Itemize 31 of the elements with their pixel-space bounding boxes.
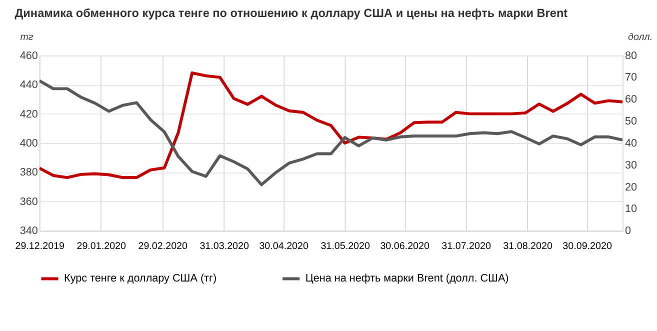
x-tick-label: 31.08.2020 <box>503 240 553 252</box>
y2-axis-title: долл. <box>628 32 653 44</box>
y-tick-label: 420 <box>20 108 38 120</box>
y2-tick-label: 60 <box>624 94 638 106</box>
y2-tick-label: 20 <box>624 181 638 194</box>
x-tick-label: 30.04.2020 <box>259 240 310 252</box>
y2-tick-label: 0 <box>624 225 632 238</box>
y2-tick-label: 80 <box>624 50 638 62</box>
x-tick-label: 31.05.2020 <box>320 240 370 252</box>
x-tick-label: 29.01.2020 <box>76 240 127 252</box>
y-tick-label: 460 <box>20 50 38 62</box>
y-tick-label: 400 <box>20 137 38 150</box>
x-tick-label: 29.12.2019 <box>15 240 66 252</box>
legend-label: Курс тенге к доллару США (тг) <box>64 272 217 285</box>
y-tick-label: 380 <box>20 166 38 179</box>
y2-tick-label: 30 <box>624 159 638 172</box>
x-tick-label: 31.07.2020 <box>442 240 492 252</box>
legend-label: Цена на нефть марки Brent (долл. США) <box>305 272 509 285</box>
y-tick-label: 440 <box>20 79 38 92</box>
chart-title: Динамика обменного курса тенге по отношению к доллару США и цены на нефть марки Brent <box>14 6 568 20</box>
y-tick-label: 340 <box>20 225 38 238</box>
x-tick-label: 30.06.2020 <box>380 240 430 252</box>
y2-tick-label: 50 <box>624 116 638 128</box>
y2-tick-label: 40 <box>624 137 638 150</box>
x-tick-label: 29.02.2020 <box>138 240 188 252</box>
y2-tick-label: 10 <box>624 203 638 216</box>
y-tick-label: 360 <box>20 196 38 208</box>
x-tick-label: 30.09.2020 <box>562 240 612 252</box>
y2-tick-label: 70 <box>624 72 638 84</box>
y-axis-title: тг <box>20 32 34 44</box>
x-tick-label: 31.03.2020 <box>200 240 250 252</box>
